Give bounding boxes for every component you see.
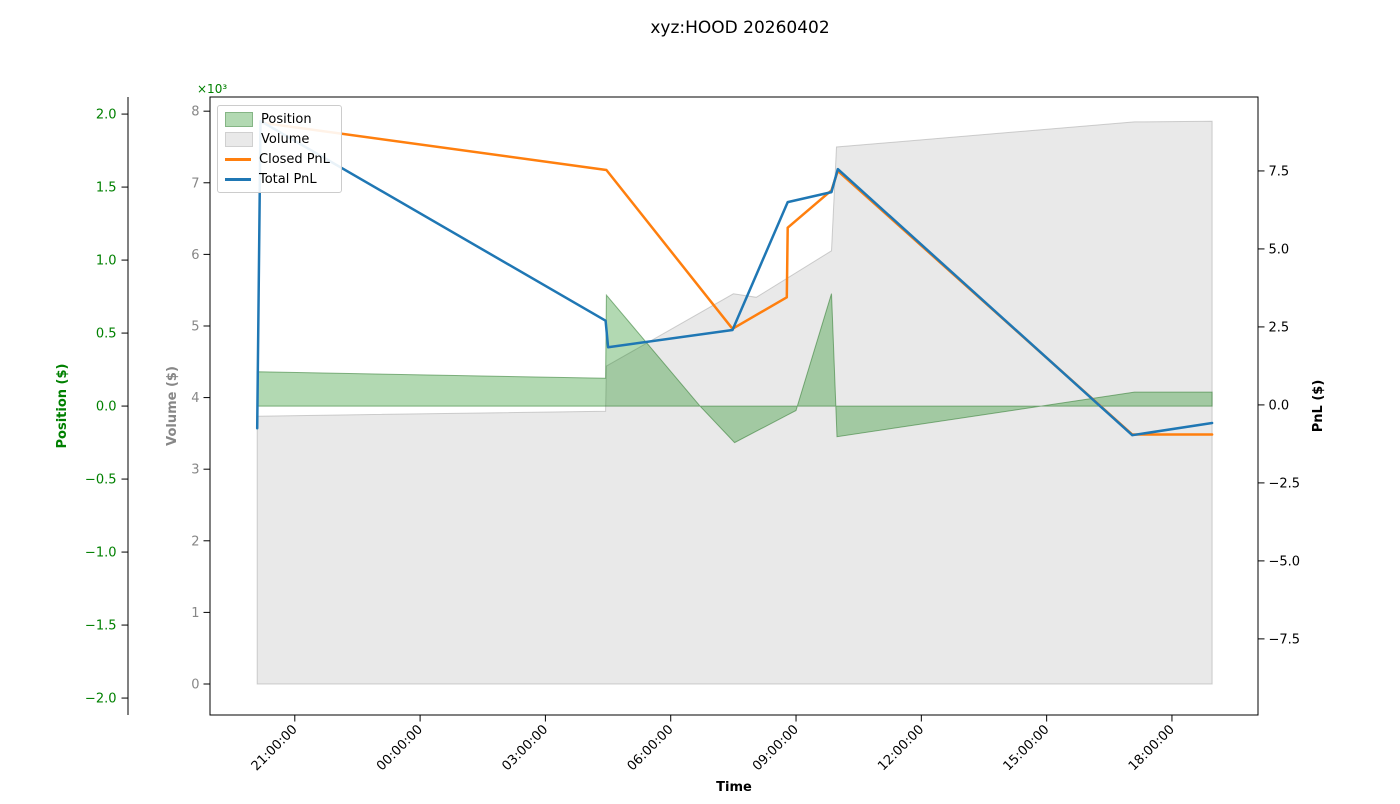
total-pnl-line bbox=[255, 119, 1214, 437]
pnl-tick-label: −2.5 bbox=[1269, 476, 1301, 491]
pnl-tick-label: 5.0 bbox=[1269, 242, 1290, 257]
position-tick-label: 1.0 bbox=[96, 254, 117, 269]
volume-tick-label: 3 bbox=[191, 463, 199, 478]
x-tick-label: 09:00:00 bbox=[750, 722, 802, 774]
position-tick-label: −0.5 bbox=[85, 473, 117, 488]
volume-tick-label: 5 bbox=[191, 319, 199, 334]
x-axis-label: Time bbox=[716, 780, 752, 795]
pnl-tick-label: −5.0 bbox=[1269, 554, 1301, 569]
position-area-swatch-icon bbox=[225, 111, 253, 127]
total-pnl-line-swatch-icon bbox=[225, 177, 251, 181]
volume-tick-label: 8 bbox=[191, 105, 199, 120]
volume-area-swatch-icon bbox=[225, 131, 253, 147]
chart-title: xyz:HOOD 20260402 bbox=[650, 18, 829, 38]
position-tick-label: 2.0 bbox=[96, 108, 117, 123]
x-tick-label: 12:00:00 bbox=[875, 722, 927, 774]
position-tick-label: 0.0 bbox=[96, 400, 117, 415]
x-tick-label: 03:00:00 bbox=[499, 722, 551, 774]
volume-tick-label: 4 bbox=[191, 391, 199, 406]
x-tick-label: 18:00:00 bbox=[1126, 722, 1178, 774]
x-tick-label: 15:00:00 bbox=[1001, 722, 1053, 774]
pnl-tick-label: 2.5 bbox=[1269, 320, 1290, 335]
legend-label: Position bbox=[261, 111, 312, 127]
volume-tick-label: 2 bbox=[191, 534, 199, 549]
volume-area bbox=[256, 120, 1213, 685]
pnl-axis-label: PnL ($) bbox=[1311, 380, 1326, 433]
pnl-tick-label: −7.5 bbox=[1269, 632, 1301, 647]
volume-tick-label: 1 bbox=[191, 606, 199, 621]
pnl-tick-label: 7.5 bbox=[1269, 164, 1290, 179]
position-tick-label: 0.5 bbox=[96, 327, 117, 342]
volume-offset-text: ×10³ bbox=[197, 82, 227, 96]
legend: Position Volume Closed PnL Total PnL bbox=[217, 105, 342, 193]
position-area bbox=[256, 293, 1213, 444]
plot-border bbox=[209, 96, 1259, 716]
x-tick-label: 06:00:00 bbox=[625, 722, 677, 774]
legend-label: Closed PnL bbox=[259, 151, 330, 167]
volume-tick-label: 0 bbox=[191, 677, 199, 692]
volume-tick-label: 6 bbox=[191, 248, 199, 263]
position-tick-label: −2.0 bbox=[85, 692, 117, 707]
pnl-tick-label: 0.0 bbox=[1269, 398, 1290, 413]
volume-tick-label: 7 bbox=[191, 176, 199, 191]
x-tick-label: 21:00:00 bbox=[249, 722, 301, 774]
legend-label: Volume bbox=[261, 131, 310, 147]
legend-item-total-pnl: Total PnL bbox=[225, 171, 333, 187]
legend-label: Total PnL bbox=[259, 171, 317, 187]
position-tick-label: 1.5 bbox=[96, 181, 117, 196]
legend-item-volume: Volume bbox=[225, 131, 333, 147]
position-tick-label: −1.0 bbox=[85, 546, 117, 561]
position-tick-label: −1.5 bbox=[85, 619, 117, 634]
position-axis-label: Position ($) bbox=[55, 364, 70, 449]
volume-axis-label: Volume ($) bbox=[165, 366, 180, 446]
legend-item-position: Position bbox=[225, 111, 333, 127]
legend-item-closed-pnl: Closed PnL bbox=[225, 151, 333, 167]
x-tick-label: 00:00:00 bbox=[374, 722, 426, 774]
closed-pnl-line-swatch-icon bbox=[225, 157, 251, 161]
